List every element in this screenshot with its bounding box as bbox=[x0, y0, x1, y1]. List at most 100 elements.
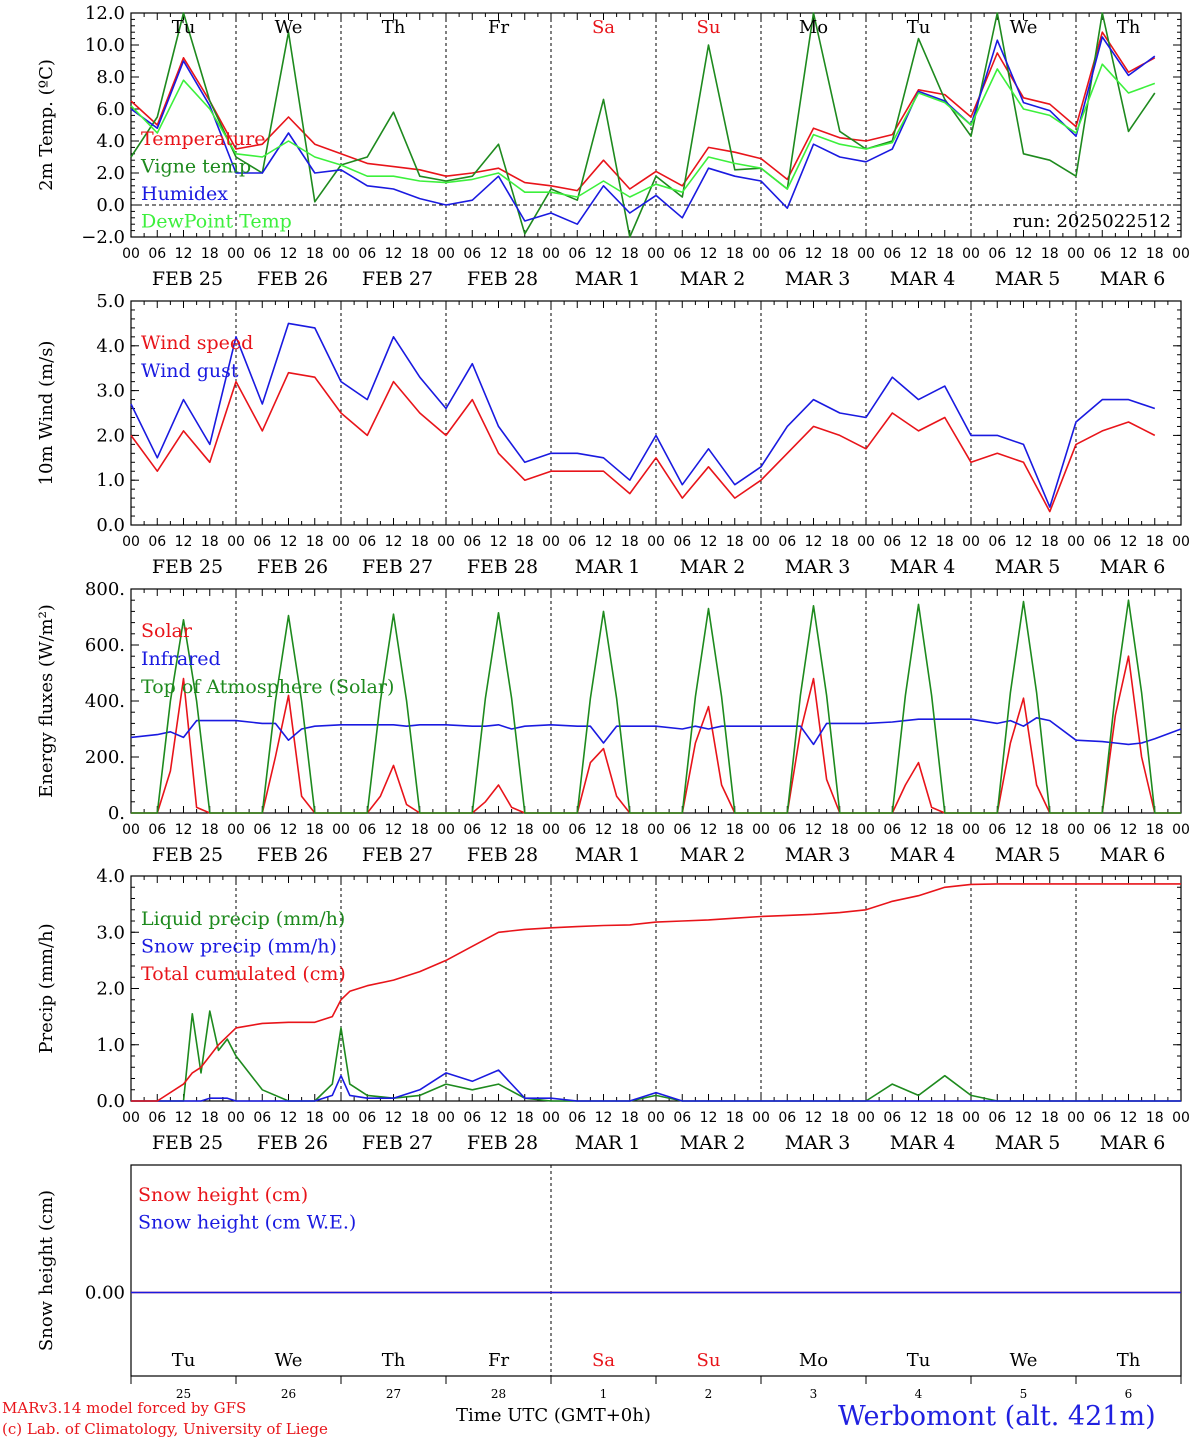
y-tick-label: 1.0 bbox=[96, 470, 125, 491]
date-label: MAR 3 bbox=[785, 1132, 851, 1154]
hour-label: 12 bbox=[1120, 534, 1138, 550]
hour-label: 18 bbox=[936, 246, 954, 262]
date-label: FEB 28 bbox=[467, 556, 538, 578]
legend-snow-height-cm-: Snow height (cm) bbox=[138, 1184, 308, 1206]
y-axis-label: Energy fluxes (W/m²) bbox=[36, 604, 57, 798]
legend-wind-gust: Wind gust bbox=[141, 360, 239, 382]
hour-label: 06 bbox=[358, 534, 376, 550]
legend-vigne-temp: Vigne temp bbox=[140, 156, 251, 178]
hour-label: 06 bbox=[568, 1110, 586, 1126]
hour-label: 00 bbox=[1067, 822, 1085, 838]
series-line-top-of-atmosphere-solar- bbox=[131, 599, 1181, 814]
date-label: MAR 4 bbox=[890, 1132, 956, 1154]
hour-label: 12 bbox=[910, 534, 928, 550]
hour-label: 06 bbox=[778, 246, 796, 262]
hour-label: 12 bbox=[175, 534, 193, 550]
hour-label: 18 bbox=[831, 246, 849, 262]
hour-label: 06 bbox=[253, 822, 271, 838]
date-label: FEB 25 bbox=[152, 844, 223, 866]
station-name: Werbomont (alt. 421m) bbox=[838, 1401, 1156, 1432]
hour-label: 12 bbox=[595, 534, 613, 550]
hour-label: 06 bbox=[358, 1110, 376, 1126]
y-axis-label: 10m Wind (m/s) bbox=[36, 341, 57, 486]
hour-label: 12 bbox=[805, 246, 823, 262]
y-tick-label: 2.0 bbox=[96, 425, 125, 446]
hour-label: 12 bbox=[595, 1110, 613, 1126]
hour-label: 00 bbox=[752, 822, 770, 838]
hour-label: 00 bbox=[122, 246, 140, 262]
lab-credit: (c) Lab. of Climatology, University of L… bbox=[2, 1420, 328, 1438]
hour-label: 00 bbox=[752, 1110, 770, 1126]
date-label: MAR 5 bbox=[995, 1132, 1061, 1154]
hour-label: 06 bbox=[463, 534, 481, 550]
y-tick-label: 0. bbox=[108, 803, 125, 824]
hour-label: 06 bbox=[673, 246, 691, 262]
hour-label: 18 bbox=[306, 822, 324, 838]
date-label: MAR 4 bbox=[890, 844, 956, 866]
day-number-label: 1 bbox=[600, 1387, 608, 1400]
hour-label: 12 bbox=[805, 534, 823, 550]
legend-infrared: Infrared bbox=[141, 648, 221, 670]
series-line-humidex bbox=[130, 36, 1156, 225]
hour-label: 06 bbox=[358, 822, 376, 838]
weekday-label: Sa bbox=[592, 1350, 615, 1371]
date-label: MAR 4 bbox=[890, 556, 956, 578]
day-number-label: 25 bbox=[176, 1387, 191, 1400]
date-label: FEB 27 bbox=[362, 844, 433, 866]
hour-label: 12 bbox=[1015, 246, 1033, 262]
hour-label: 18 bbox=[621, 1110, 639, 1126]
panel-3 bbox=[130, 588, 1182, 814]
hour-label: 12 bbox=[805, 822, 823, 838]
hour-label: 06 bbox=[568, 534, 586, 550]
hour-label: 18 bbox=[1041, 534, 1059, 550]
hour-label: 18 bbox=[516, 534, 534, 550]
hour-label: 00 bbox=[332, 822, 350, 838]
y-tick-label: 1.0 bbox=[96, 1035, 125, 1056]
weekday-label: Th bbox=[1117, 17, 1141, 38]
hour-label: 00 bbox=[857, 822, 875, 838]
hour-label: 06 bbox=[463, 246, 481, 262]
legend-wind-speed: Wind speed bbox=[141, 332, 253, 354]
weekday-label: Fr bbox=[488, 1350, 509, 1371]
legend-humidex: Humidex bbox=[141, 183, 228, 205]
x-axis-title: Time UTC (GMT+0h) bbox=[456, 1405, 651, 1426]
meteogram-chart: −2.00.02.04.06.08.010.012.02m Temp. (ºC)… bbox=[36, 3, 1190, 1400]
hour-label: 00 bbox=[122, 1110, 140, 1126]
hour-label: 06 bbox=[778, 1110, 796, 1126]
date-label: MAR 5 bbox=[995, 556, 1061, 578]
day-number-label: 26 bbox=[281, 1387, 296, 1400]
y-tick-label: 4.0 bbox=[96, 131, 125, 152]
legend-solar: Solar bbox=[141, 620, 193, 642]
legend-liquid-precip-mm-h-: Liquid precip (mm/h) bbox=[141, 908, 345, 930]
weekday-label: Th bbox=[382, 1350, 406, 1371]
hour-label: 12 bbox=[385, 534, 403, 550]
hour-label: 06 bbox=[148, 1110, 166, 1126]
day-number-label: 4 bbox=[915, 1387, 923, 1400]
hour-label: 12 bbox=[1015, 822, 1033, 838]
weekday-label: Tu bbox=[172, 1350, 196, 1371]
hour-label: 00 bbox=[227, 534, 245, 550]
date-label: MAR 6 bbox=[1100, 556, 1166, 578]
date-label: MAR 1 bbox=[575, 844, 641, 866]
hour-label: 12 bbox=[385, 246, 403, 262]
hour-label: 18 bbox=[516, 822, 534, 838]
hour-label: 18 bbox=[1041, 822, 1059, 838]
date-label: MAR 1 bbox=[575, 268, 641, 290]
weekday-label: We bbox=[275, 1350, 303, 1371]
hour-label: 06 bbox=[778, 534, 796, 550]
hour-label: 12 bbox=[490, 1110, 508, 1126]
legend-temperature: Temperature bbox=[141, 128, 265, 150]
y-tick-label: 600. bbox=[85, 635, 125, 656]
series-line-total-cumulated-cm- bbox=[131, 883, 1181, 1102]
hour-label: 06 bbox=[148, 822, 166, 838]
hour-label: 06 bbox=[253, 1110, 271, 1126]
hour-label: 12 bbox=[490, 246, 508, 262]
hour-label: 12 bbox=[490, 822, 508, 838]
legend-snow-precip-mm-h-: Snow precip (mm/h) bbox=[141, 936, 337, 958]
series-line-wind-gust bbox=[130, 322, 1156, 508]
hour-label: 18 bbox=[411, 822, 429, 838]
hour-label: 00 bbox=[542, 246, 560, 262]
hour-label: 00 bbox=[437, 534, 455, 550]
hour-label: 06 bbox=[988, 246, 1006, 262]
y-tick-label: −2.0 bbox=[81, 227, 125, 248]
